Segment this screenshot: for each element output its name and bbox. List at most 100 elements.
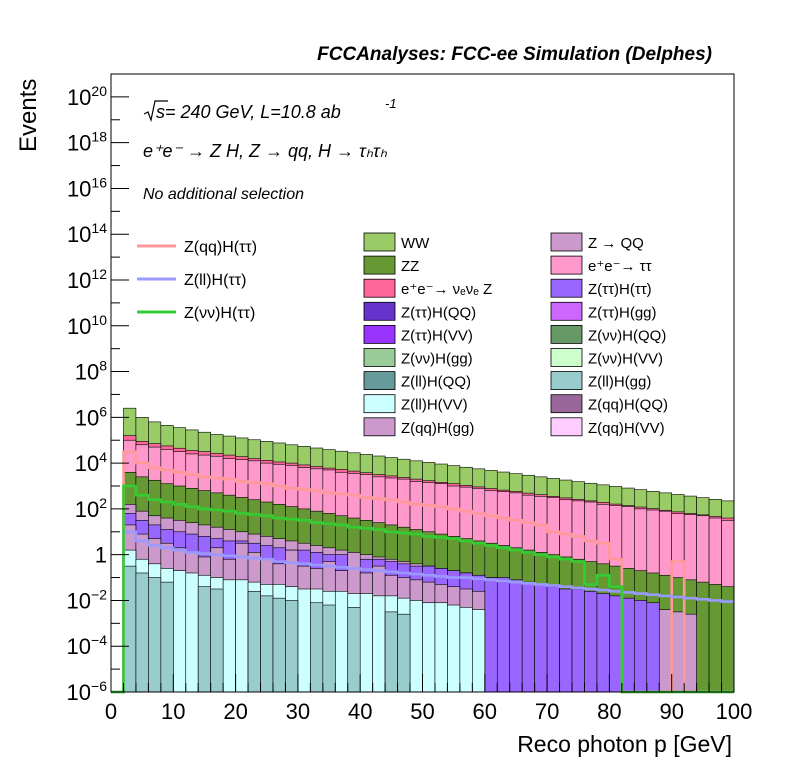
bar-z-ll-h-gg-bin-12	[260, 595, 274, 693]
legend: Z(qq)H(ττ) Z(ll)H(ττ) Z(νν)H(ττ) WW Z → QQ ZZ…	[137, 232, 668, 437]
legend-label-z-h-gg: Z(ττ)H(gg)	[588, 304, 657, 321]
bar-z-h-bin-43	[646, 602, 660, 693]
signal-lines	[111, 450, 734, 694]
bar-z-ll-h-vv-bin-25	[422, 602, 436, 693]
y-tick-label-14: 1014	[67, 220, 107, 247]
bar-z-ll-h-vv-bin-20	[359, 593, 373, 693]
bar-z-h-bin-40	[609, 595, 623, 693]
lumi-exponent: -1	[385, 96, 397, 111]
bar-z-h-bin-34	[534, 584, 548, 693]
x-tick-label-90: 90	[659, 699, 683, 724]
bar-z-ll-h-vv-bin-29	[472, 609, 486, 693]
x-axis-label: Reco photon p [GeV]	[517, 731, 732, 757]
legend-label-z-h-vv: Z(νν)H(VV)	[588, 351, 663, 368]
bar-z-ll-h-vv-bin-6	[185, 572, 199, 693]
x-tick-label-80: 80	[597, 699, 621, 724]
x-tick-label-20: 20	[223, 699, 247, 724]
legend-label-z-qq-h-qq: Z(qq)H(QQ)	[588, 397, 668, 414]
legend-swatch-z-h-gg	[363, 348, 396, 367]
bar-z-h-bin-37	[571, 588, 585, 693]
bar-z-h-bin-31	[496, 577, 511, 693]
y-tick-label--4: 10−4	[67, 632, 108, 659]
bar-z-ll-h-gg-bin-3	[148, 577, 162, 693]
x-tick-label-100: 100	[716, 699, 753, 724]
bar-z-h-bin-42	[634, 600, 648, 693]
legend-label-z-ll-h-gg: Z(ll)H(gg)	[588, 374, 651, 391]
sqrt-s-text: s	[156, 102, 165, 122]
y-axis: 10−6 10−4 10−2 1 102 104 106 108 1010 1012 1014 101…	[67, 73, 129, 705]
y-tick-label-0: 1	[95, 543, 107, 568]
legend-label-z-h-qq: Z(νν)H(QQ)	[588, 327, 666, 344]
legend-label-z-h: Z(ττ)H(ττ)	[588, 281, 652, 298]
bar-z-ll-h-gg-bin-7	[197, 586, 211, 693]
bar-z-qq-bin-46	[683, 613, 697, 693]
selection-annotation: No additional selection	[143, 186, 304, 203]
legend-swatch-z-ll-h-vv	[363, 394, 396, 414]
bar-z-ll-h-vv-bin-26	[434, 602, 448, 693]
y-tick-label-12: 1012	[67, 266, 107, 293]
legend-label-z-qq: Z → QQ	[588, 235, 644, 252]
bar-z-ll-h-gg-bin-19	[347, 607, 361, 693]
bar-z-ll-h-vv-bin-18	[334, 590, 349, 693]
y-tick-label--2: 10−2	[67, 586, 108, 613]
bar-z-ll-h-gg-bin-14	[285, 600, 299, 693]
legend-label-z-qq-h-gg: Z(qq)H(gg)	[401, 420, 474, 437]
y-tick-label-4: 104	[75, 449, 107, 476]
bar-z-ll-h-gg-bin-1	[123, 565, 137, 693]
bar-z-h-bin-41	[621, 597, 635, 693]
bar-z-h-bin-35	[546, 586, 560, 693]
legend-swatch-z-h-vv	[363, 324, 396, 344]
legend-swatch-zz	[363, 255, 396, 275]
y-tick-label-2: 102	[75, 495, 107, 522]
legend-label-zz: ZZ	[401, 258, 419, 275]
y-tick-label-20: 1020	[67, 83, 107, 110]
energy-annotation: s = 240 GeV, L=10.8 ab -1	[143, 96, 397, 123]
legend-label-z-ll-h-vv: Z(ll)H(VV)	[401, 397, 468, 414]
bar-z-ll-h-vv-bin-27	[447, 604, 461, 693]
sqrt-symbol	[143, 100, 168, 123]
legend-label-z-ll-h-qq: Z(ll)H(QQ)	[401, 374, 471, 391]
bar-z-ll-h-vv-bin-24	[409, 600, 423, 693]
energy-lumi-text: = 240 GeV, L=10.8 ab	[165, 102, 341, 122]
x-tick-label-30: 30	[286, 699, 310, 724]
bar-z-ll-h-gg-bin-16	[310, 602, 324, 693]
x-tick-label-10: 10	[161, 699, 185, 724]
bar-z-ll-h-gg-bin-11	[247, 590, 261, 693]
legend-swatch-z-h-qq	[550, 324, 583, 344]
signal-line-z-ll-h	[111, 530, 734, 694]
legend-label-z-qq-h-vv: Z(qq)H(VV)	[588, 420, 665, 437]
y-tick-label-6: 106	[75, 403, 107, 430]
bar-z-h-bin-38	[584, 590, 598, 693]
legend-swatch-e-e-e-e-z	[363, 278, 396, 298]
legend-swatch-e-e	[550, 255, 583, 275]
legend-swatch-z-h	[550, 278, 583, 298]
legend-swatch-z-qq-h-qq	[550, 394, 583, 414]
signal-line-z-h	[111, 484, 734, 694]
signal-line-z-qq-h	[111, 450, 734, 694]
bar-z-ll-h-vv-bin-9	[222, 579, 236, 693]
legend-swatch-z-qq	[550, 232, 583, 252]
bar-z-ll-h-vv-bin-5	[173, 570, 187, 693]
bar-z-h-bin-36	[559, 588, 573, 693]
legend-swatch-z-qq-h-vv	[550, 417, 583, 437]
bar-z-ll-h-gg-bin-23	[397, 613, 411, 693]
bar-z-ll-h-gg-bin-22	[384, 611, 398, 693]
bar-z-ll-h-gg-bin-13	[272, 597, 286, 693]
legend-label-z-h: Z(νν)H(ττ)	[184, 305, 255, 322]
bar-z-ll-h-gg-bin-4	[160, 581, 174, 693]
x-axis: 0 10 20 30 40 50 60 70 80 90 100	[105, 674, 752, 724]
legend-swatch-z-ll-h-qq	[363, 371, 396, 391]
x-tick-label-40: 40	[348, 699, 372, 724]
x-tick-label-70: 70	[535, 699, 559, 724]
y-axis-label: Events	[15, 79, 42, 152]
bar-z-ll-h-gg-bin-17	[322, 604, 336, 693]
bar-z-h-bin-39	[596, 593, 610, 693]
chart-title: FCCAnalyses: FCC-ee Simulation (Delphes)	[317, 44, 712, 65]
x-tick-label-60: 60	[473, 699, 497, 724]
legend-label-z-ll-h: Z(ll)H(ττ)	[184, 272, 246, 289]
legend-swatch-z-ll-h-gg	[550, 371, 583, 391]
x-tick-label-0: 0	[105, 699, 117, 724]
x-tick-label-50: 50	[410, 699, 434, 724]
legend-label-e-e-e-e-z: e⁺e⁻→ νₑνₑ Z	[401, 281, 492, 298]
